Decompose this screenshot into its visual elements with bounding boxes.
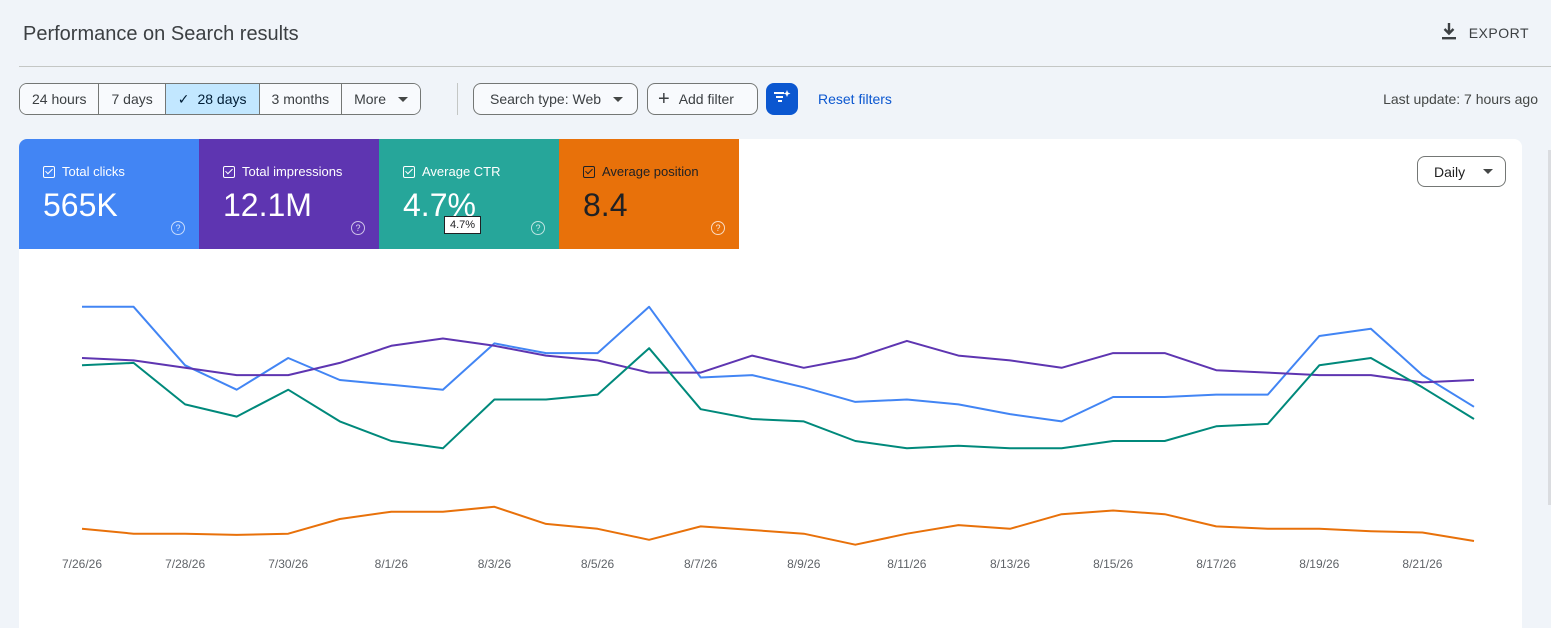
checkbox-icon	[223, 165, 235, 178]
range-3-months[interactable]: 3 months	[259, 84, 343, 114]
performance-card: Total clicks 565K ? Total impressions 12…	[19, 139, 1522, 628]
metric-average-position[interactable]: Average position 8.4 ?	[559, 139, 739, 249]
plus-icon: +	[658, 88, 670, 110]
x-tick-label: 8/7/26	[684, 557, 718, 571]
add-filter-button[interactable]: + Add filter	[647, 83, 758, 115]
x-tick-label: 7/26/26	[62, 557, 102, 571]
toolbar-divider	[457, 83, 458, 115]
x-tick-label: 8/19/26	[1299, 557, 1339, 571]
last-update-text: Last update: 7 hours ago	[1383, 91, 1538, 107]
series-line-average-position	[81, 505, 1475, 546]
range-24-hours[interactable]: 24 hours	[20, 84, 100, 114]
series-line-average-ctr	[81, 347, 1475, 450]
filter-sparkle-icon	[773, 89, 791, 110]
value-tooltip: 4.7%	[444, 216, 482, 234]
x-tick-label: 8/13/26	[990, 557, 1030, 571]
range-28-days[interactable]: ✓ 28 days	[165, 84, 260, 114]
help-icon[interactable]: ?	[171, 221, 185, 235]
page-title: Performance on Search results	[23, 23, 299, 45]
download-icon	[1441, 22, 1457, 43]
checkbox-icon	[43, 165, 55, 178]
series-line-total-clicks	[82, 305, 1475, 423]
x-tick-label: 8/3/26	[478, 557, 512, 571]
metric-total-clicks[interactable]: Total clicks 565K ?	[19, 139, 199, 249]
date-range-selector: 24 hours 7 days ✓ 28 days 3 months More	[19, 83, 422, 115]
x-tick-label: 7/30/26	[268, 557, 308, 571]
header-divider	[19, 66, 1551, 67]
page-header: Performance on Search results EXPORT	[0, 0, 1551, 66]
help-icon[interactable]: ?	[531, 221, 545, 235]
scrollbar[interactable]	[1548, 150, 1551, 505]
dropdown-caret-icon	[1483, 169, 1494, 174]
range-7-days[interactable]: 7 days	[99, 84, 166, 114]
toolbar: 24 hours 7 days ✓ 28 days 3 months More S…	[19, 83, 1539, 115]
granularity-dropdown[interactable]: Daily	[1417, 156, 1506, 187]
metric-value: 8.4	[583, 187, 628, 223]
dropdown-caret-icon	[613, 96, 624, 102]
metric-value: 12.1M	[223, 187, 312, 223]
filter-settings-button[interactable]	[766, 83, 798, 115]
x-tick-label: 8/21/26	[1402, 557, 1442, 571]
x-tick-label: 7/28/26	[165, 557, 205, 571]
x-tick-label: 8/9/26	[787, 557, 821, 571]
dropdown-caret-icon	[398, 96, 409, 102]
checkbox-icon	[583, 165, 595, 178]
checkbox-icon	[403, 165, 415, 178]
range-more-dropdown[interactable]: More	[342, 84, 421, 114]
metric-total-impressions[interactable]: Total impressions 12.1M ?	[199, 139, 379, 249]
reset-filters-link[interactable]: Reset filters	[818, 91, 892, 107]
export-button[interactable]: EXPORT	[1441, 22, 1529, 43]
x-tick-label: 8/11/26	[887, 557, 926, 571]
performance-line-chart: 7/26/26 7/28/26 7/30/26 8/1/26 8/3/26 8/5/26 8…	[62, 305, 1475, 571]
x-tick-label: 8/1/26	[375, 557, 409, 571]
x-tick-label: 8/5/26	[581, 557, 615, 571]
x-tick-label: 8/15/26	[1093, 557, 1133, 571]
export-label: EXPORT	[1468, 24, 1529, 41]
help-icon[interactable]: ?	[711, 221, 725, 235]
metric-value: 565K	[43, 187, 118, 223]
check-icon: ✓	[177, 90, 190, 107]
help-icon[interactable]: ?	[351, 221, 365, 235]
x-tick-label: 8/17/26	[1196, 557, 1236, 571]
search-type-dropdown[interactable]: Search type: Web	[473, 83, 638, 115]
series-line-total-impressions	[81, 337, 1475, 384]
